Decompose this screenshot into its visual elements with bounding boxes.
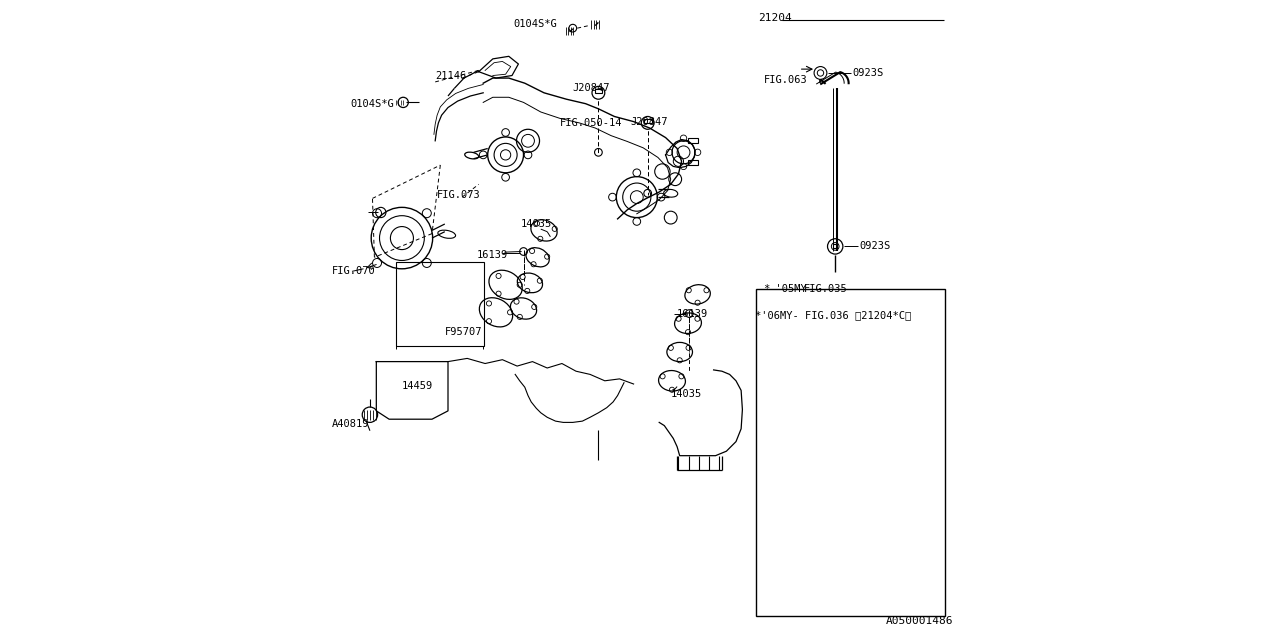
Text: *-'05MY: *-'05MY [763,284,808,294]
Bar [833,244,837,248]
Text: J20847: J20847 [630,116,668,127]
Bar [756,289,945,616]
Bar [689,138,698,143]
Bar [644,119,652,123]
Text: 0923S: 0923S [859,241,890,252]
Text: J20847: J20847 [573,83,611,93]
Text: FIG.050-14: FIG.050-14 [561,118,622,128]
Text: F95707: F95707 [445,326,483,337]
Text: 16139: 16139 [677,308,708,319]
Bar [594,89,603,93]
Text: 0923S: 0923S [852,68,883,78]
Text: 0104S*G: 0104S*G [513,19,557,29]
Text: 14035: 14035 [671,388,701,399]
Bar [689,160,698,165]
Text: A40819: A40819 [332,419,369,429]
Bar [396,262,484,346]
Text: *'06MY- FIG.036 ㈒21204*C〉: *'06MY- FIG.036 ㈒21204*C〉 [755,310,911,320]
Text: 0104S*G: 0104S*G [351,99,394,109]
Text: 14459: 14459 [402,381,433,391]
Text: A050001486: A050001486 [886,616,954,626]
Text: 21146: 21146 [435,70,466,81]
Text: 21204: 21204 [758,13,791,23]
Text: 14035: 14035 [520,219,552,229]
Text: FIG.073: FIG.073 [436,190,480,200]
Text: FIG.070: FIG.070 [332,266,375,276]
Text: FIG.035: FIG.035 [804,284,847,294]
Text: 16139: 16139 [477,250,508,260]
Text: FIG.063: FIG.063 [763,75,808,85]
